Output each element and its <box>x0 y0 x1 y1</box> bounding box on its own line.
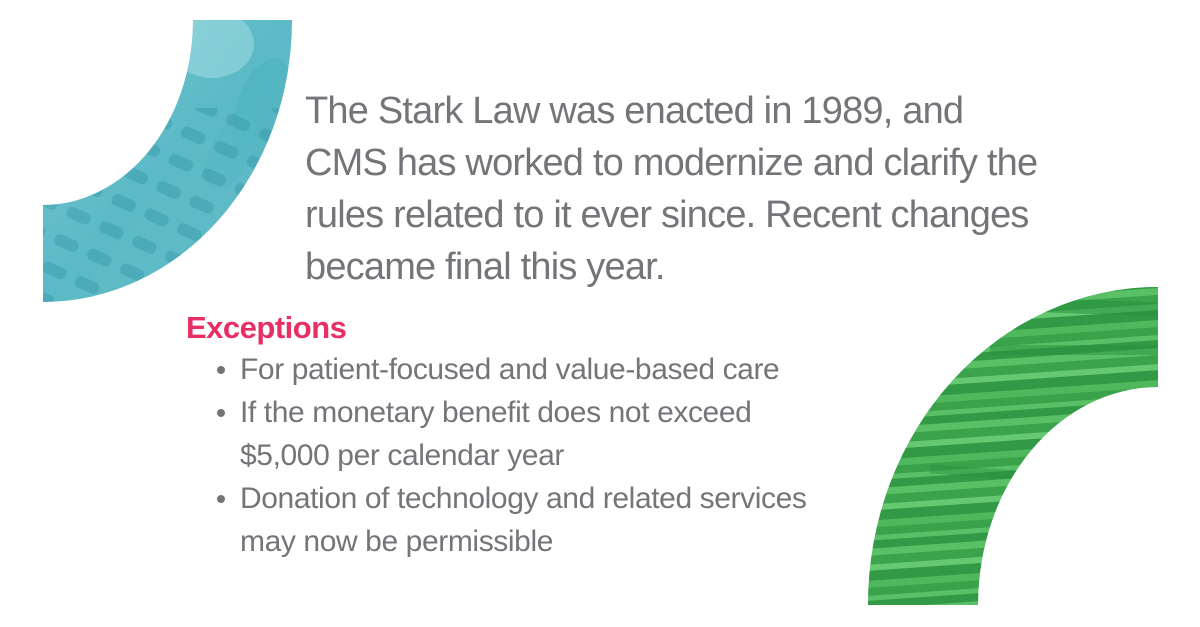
intro-paragraph: The Stark Law was enacted in 1989, and C… <box>305 90 1038 288</box>
money-stack-line <box>990 345 1158 355</box>
list-item: If the monetary benefit does not exceed … <box>206 391 906 477</box>
hand-highlight <box>271 166 292 218</box>
list-item: For patient-focused and value-based care <box>206 348 906 391</box>
exceptions-heading: Exceptions <box>186 310 347 345</box>
teal-keyboard-arc <box>43 20 292 302</box>
list-item: Donation of technology and related servi… <box>206 477 906 563</box>
exceptions-list: For patient-focused and value-based care… <box>206 348 906 563</box>
